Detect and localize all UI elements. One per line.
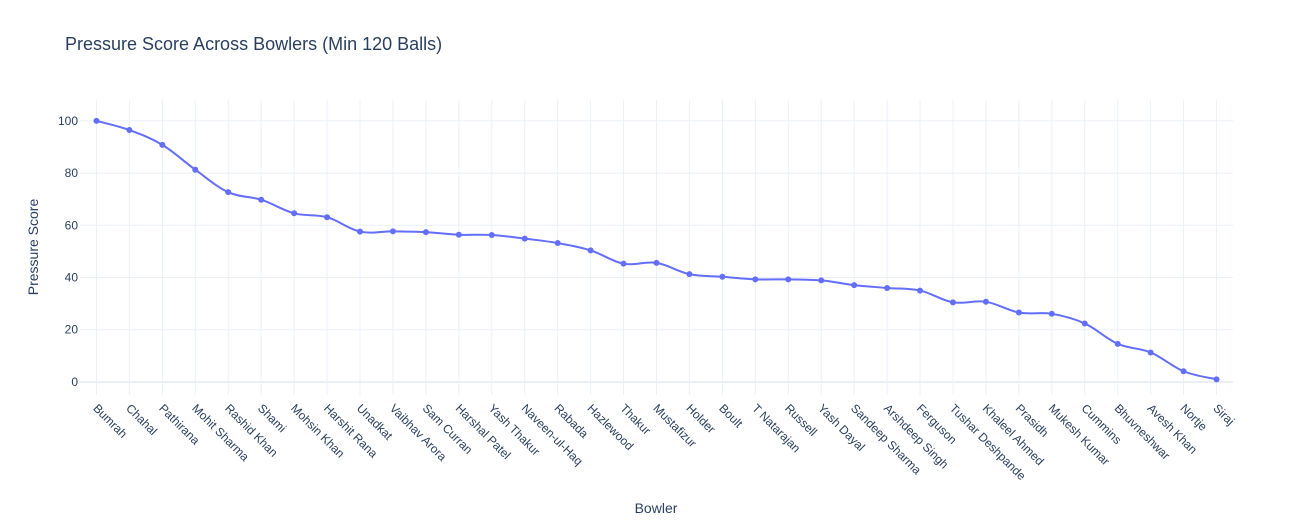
y-tick-label: 100 <box>58 114 78 128</box>
data-point <box>686 271 693 278</box>
data-point <box>521 235 528 242</box>
data-point <box>785 276 792 283</box>
data-point <box>884 284 891 291</box>
data-point <box>851 282 858 289</box>
y-tick-label: 20 <box>65 323 79 337</box>
x-tick-label: Bumrah <box>90 401 130 441</box>
data-point <box>192 166 199 173</box>
y-tick-label: 60 <box>65 218 79 232</box>
data-point <box>159 141 166 148</box>
x-axis-title: Bowler <box>635 500 678 516</box>
data-point <box>389 228 396 235</box>
y-axis-title: Pressure Score <box>25 199 41 296</box>
data-point <box>126 127 133 134</box>
data-points <box>93 117 1220 383</box>
chart-title: Pressure Score Across Bowlers (Min 120 B… <box>65 34 442 54</box>
data-point <box>1015 309 1022 316</box>
x-tick-label: Boult <box>716 401 746 431</box>
data-point <box>357 228 364 235</box>
data-point <box>818 277 825 284</box>
data-point <box>324 214 331 221</box>
y-tick-label: 80 <box>65 166 79 180</box>
y-axis-ticks: 0 20 40 60 80 100 <box>58 114 78 389</box>
data-point <box>752 276 759 283</box>
data-point <box>982 298 989 305</box>
data-point <box>258 196 265 203</box>
data-point <box>1180 368 1187 375</box>
data-point <box>653 259 660 266</box>
x-tick-label: Siraj <box>1210 401 1237 428</box>
data-point <box>1147 349 1154 356</box>
data-point <box>1081 320 1088 327</box>
grid <box>80 100 1233 395</box>
data-point <box>291 210 298 217</box>
data-point <box>488 231 495 238</box>
data-point <box>917 287 924 294</box>
data-point <box>719 273 726 280</box>
data-point <box>455 231 462 238</box>
data-point <box>949 299 956 306</box>
data-point <box>1213 376 1220 383</box>
data-point <box>1114 340 1121 347</box>
data-point <box>422 229 429 236</box>
x-tick-label: Chahal <box>123 401 160 438</box>
y-tick-label: 0 <box>71 375 78 389</box>
data-point <box>554 240 561 247</box>
data-point <box>93 117 100 124</box>
data-point <box>587 247 594 254</box>
data-point <box>225 189 232 196</box>
y-tick-label: 40 <box>65 271 79 285</box>
data-point <box>620 260 627 267</box>
data-point <box>1048 310 1055 317</box>
